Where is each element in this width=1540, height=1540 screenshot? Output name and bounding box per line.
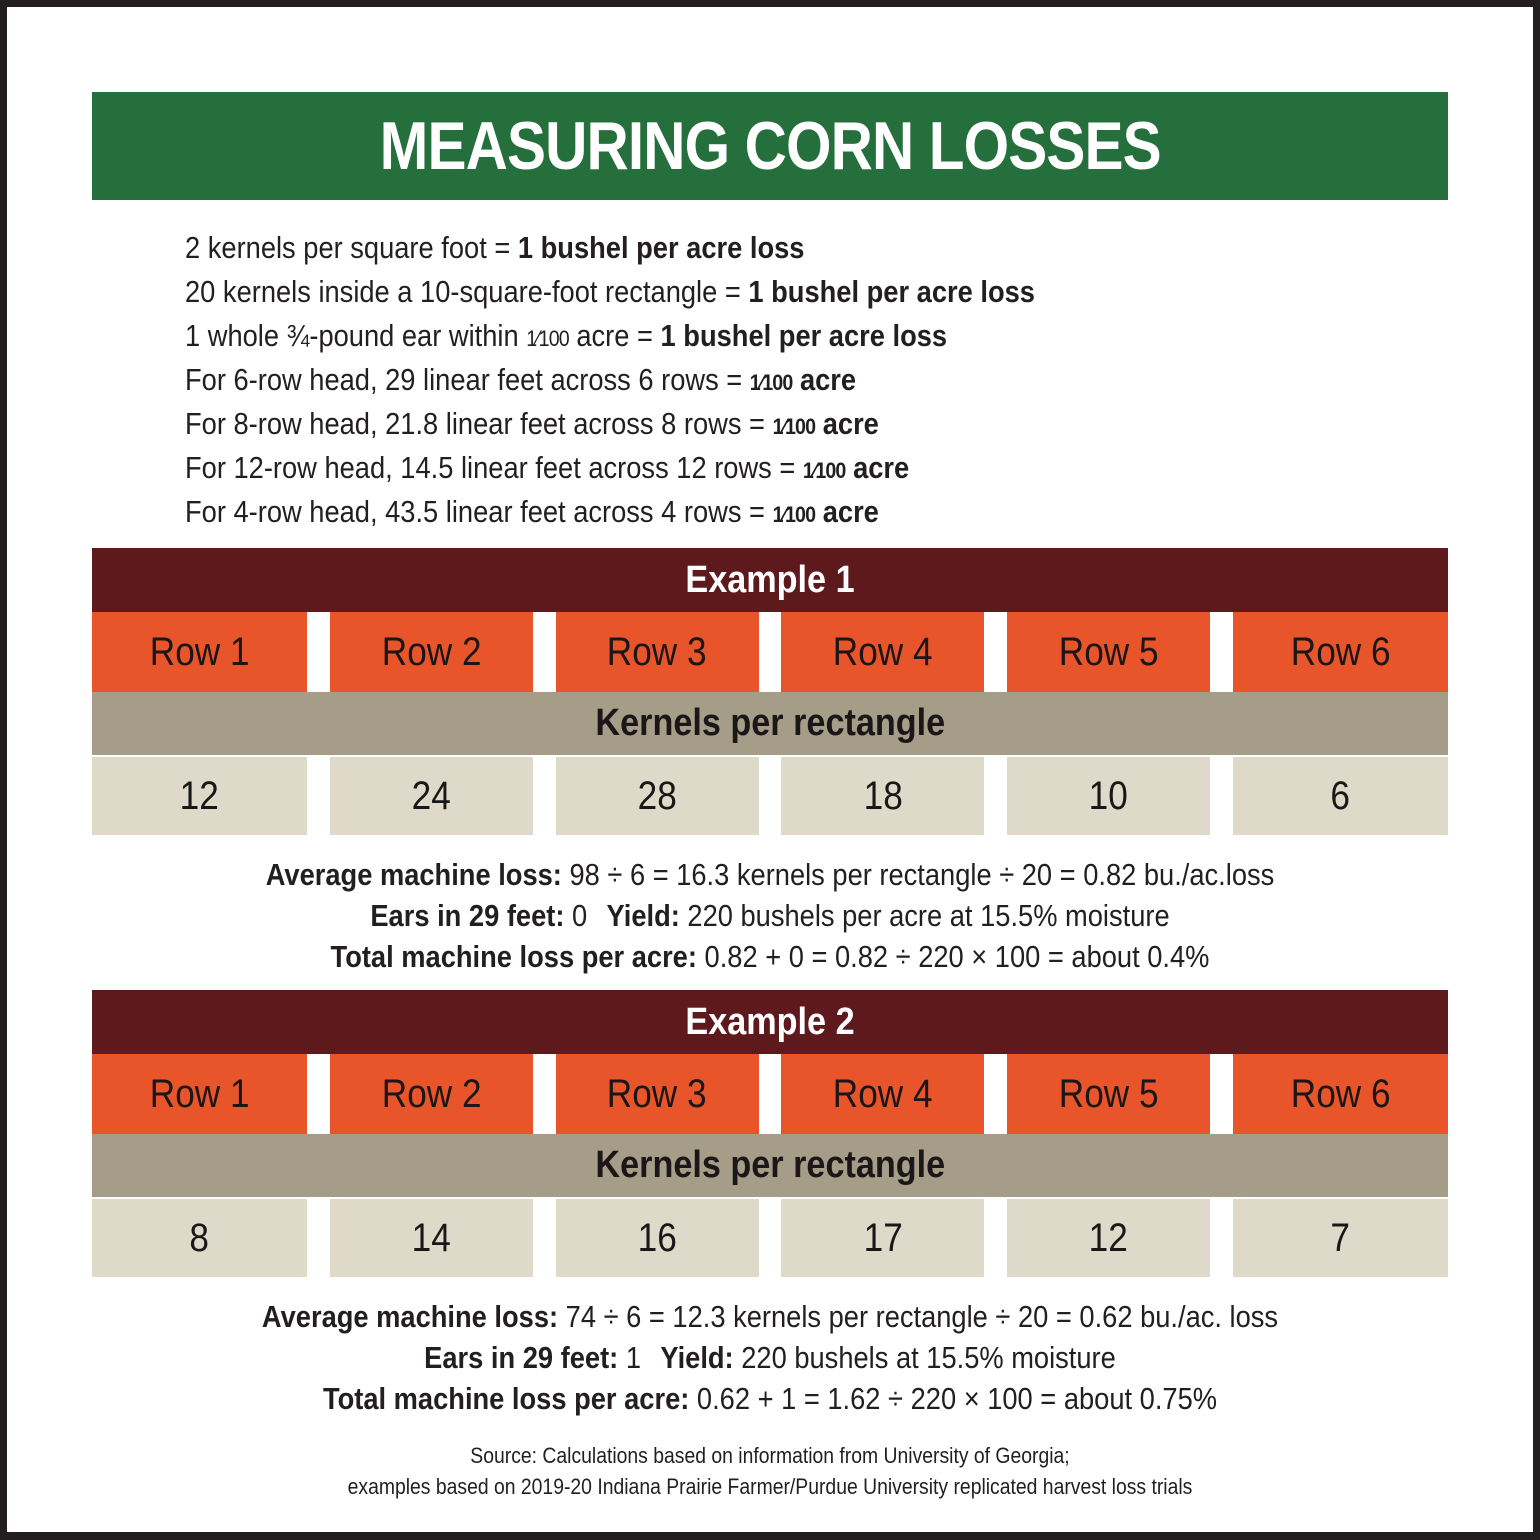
row-header-cell: Row 1 — [92, 612, 307, 692]
source-line: examples based on 2019-20 Indiana Prairi… — [347, 1474, 1193, 1499]
total-loss-line: Total machine loss per acre: 0.82 + 0 = … — [330, 939, 1210, 974]
row-header-cell: Row 5 — [1007, 612, 1211, 692]
value-cell: 17 — [781, 1199, 985, 1277]
rule-line: For 12-row head, 14.5 linear feet across… — [185, 450, 910, 485]
row-header-cell: Row 4 — [781, 1054, 985, 1134]
title-banner: MEASURING CORN LOSSES — [92, 92, 1448, 200]
kernels-subheader: Kernels per rectangle — [92, 1134, 1448, 1197]
value-cell: 10 — [1007, 757, 1211, 835]
value-cell: 12 — [92, 757, 307, 835]
value-cell: 8 — [92, 1199, 307, 1277]
rule-line: 2 kernels per square foot = 1 bushel per… — [185, 230, 805, 265]
kernels-subheader: Kernels per rectangle — [92, 692, 1448, 755]
infographic-frame: MEASURING CORN LOSSES 2 kernels per squa… — [7, 7, 1533, 1532]
ears-yield-line: Ears in 29 feet: 0 Yield: 220 bushels per… — [370, 898, 1170, 933]
row-header-cell: Row 6 — [1232, 612, 1448, 692]
row-header-cell: Row 4 — [781, 612, 985, 692]
row-header-cell: Row 6 — [1232, 1054, 1448, 1134]
example-header: Example 1 — [92, 548, 1448, 612]
page-title: MEASURING CORN LOSSES — [379, 108, 1161, 184]
kernel-values: 8 14 16 17 12 7 — [92, 1199, 1448, 1277]
rule-line: 1 whole ¾-pound ear within 1⁄100 acre = … — [185, 318, 948, 353]
average-loss-line: Average machine loss: 74 ÷ 6 = 12.3 kern… — [261, 1299, 1279, 1334]
example-1-calculation: Average machine loss: 98 ÷ 6 = 16.3 kern… — [92, 854, 1448, 977]
row-header-cell: Row 5 — [1007, 1054, 1211, 1134]
value-cell: 12 — [1007, 1199, 1211, 1277]
value-cell: 6 — [1232, 757, 1448, 835]
row-header-cell: Row 2 — [329, 612, 533, 692]
row-headers: Row 1 Row 2 Row 3 Row 4 Row 5 Row 6 — [92, 612, 1448, 692]
conversion-rules: 2 kernels per square foot = 1 bushel per… — [185, 227, 1385, 535]
row-headers: Row 1 Row 2 Row 3 Row 4 Row 5 Row 6 — [92, 1054, 1448, 1134]
kernel-values: 12 24 28 18 10 6 — [92, 757, 1448, 835]
example-1-table: Example 1 Row 1 Row 2 Row 3 Row 4 Row 5 … — [92, 548, 1448, 835]
row-header-cell: Row 3 — [555, 612, 759, 692]
rule-line: For 4-row head, 43.5 linear feet across … — [185, 494, 879, 529]
rule-line: For 8-row head, 21.8 linear feet across … — [185, 406, 879, 441]
rule-line: 20 kernels inside a 10-square-foot recta… — [185, 274, 1035, 309]
value-cell: 16 — [555, 1199, 759, 1277]
value-cell: 24 — [329, 757, 533, 835]
example-2-calculation: Average machine loss: 74 ÷ 6 = 12.3 kern… — [92, 1296, 1448, 1419]
rule-line: For 6-row head, 29 linear feet across 6 … — [185, 362, 857, 397]
value-cell: 7 — [1232, 1199, 1448, 1277]
row-header-cell: Row 3 — [555, 1054, 759, 1134]
average-loss-line: Average machine loss: 98 ÷ 6 = 16.3 kern… — [265, 857, 1275, 892]
source-line: Source: Calculations based on informatio… — [470, 1443, 1070, 1468]
value-cell: 14 — [329, 1199, 533, 1277]
value-cell: 18 — [781, 757, 985, 835]
total-loss-line: Total machine loss per acre: 0.62 + 1 = … — [322, 1381, 1218, 1416]
example-header: Example 2 — [92, 990, 1448, 1054]
source-note: Source: Calculations based on informatio… — [92, 1440, 1448, 1502]
value-cell: 28 — [555, 757, 759, 835]
ears-yield-line: Ears in 29 feet: 1 Yield: 220 bushels at … — [424, 1340, 1116, 1375]
row-header-cell: Row 1 — [92, 1054, 307, 1134]
row-header-cell: Row 2 — [329, 1054, 533, 1134]
example-2-table: Example 2 Row 1 Row 2 Row 3 Row 4 Row 5 … — [92, 990, 1448, 1277]
